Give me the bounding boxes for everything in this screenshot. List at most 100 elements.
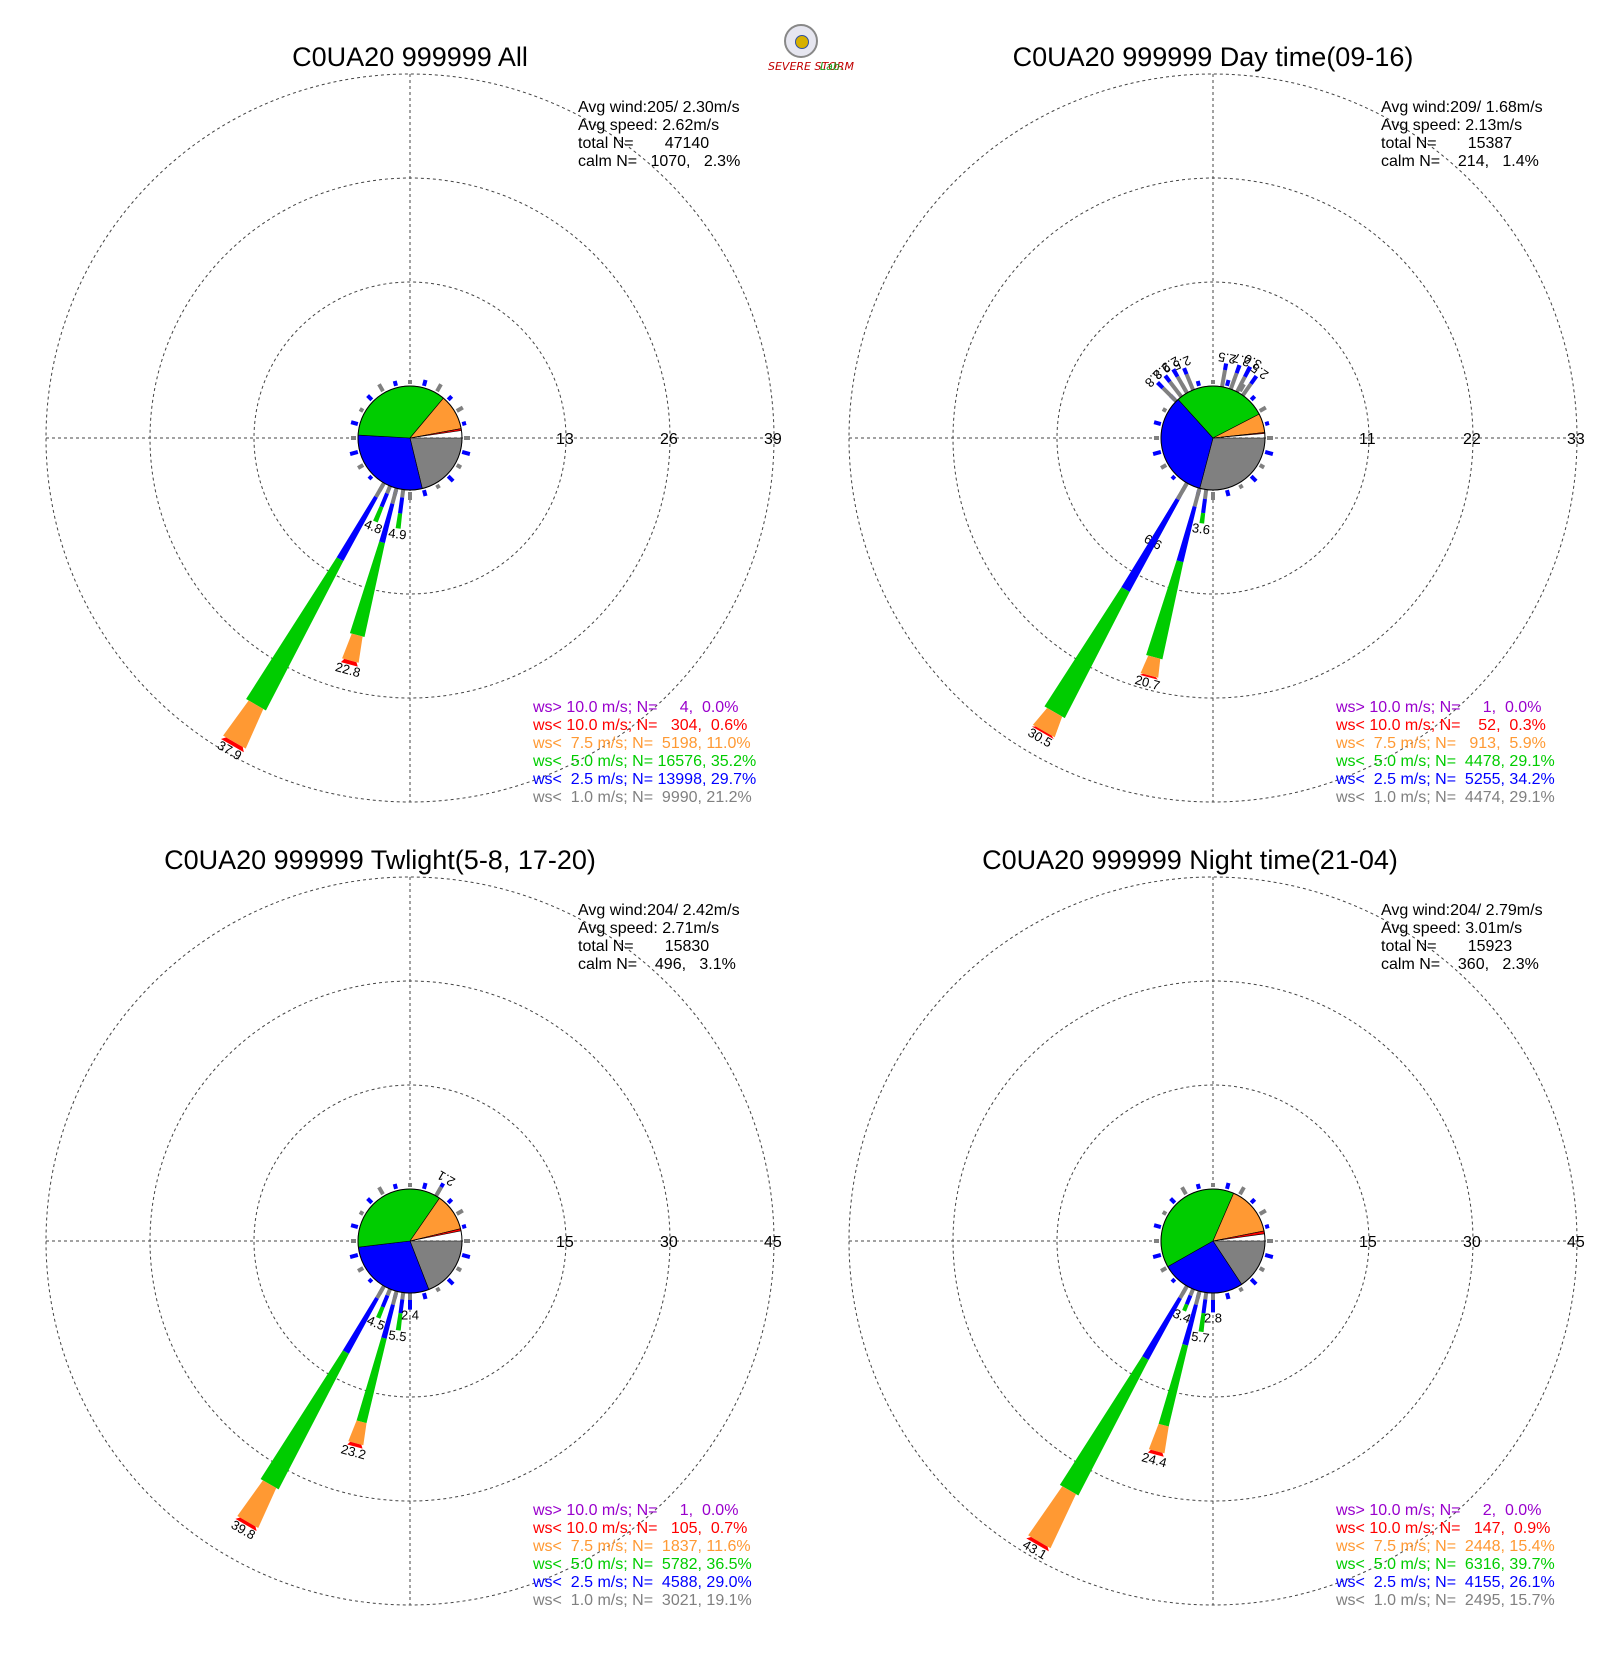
wind-bar-segment: [348, 1420, 367, 1446]
wind-bar-segment: [400, 489, 406, 498]
stats-line: calm N= 214, 1.4%: [1381, 153, 1539, 170]
wind-bar-segment: [1198, 1312, 1206, 1333]
pie-outline: [357, 1188, 463, 1294]
minor-direction-bar: [366, 1197, 374, 1205]
wind-bar-segment: [1211, 1299, 1215, 1313]
minor-direction-bar: [350, 420, 359, 426]
wind-bar-segment: [395, 1312, 403, 1331]
minor-direction-bar: [367, 1277, 374, 1284]
wind-rose-panel-2: 11 22 33 C0UA20 999999 Day time(09-16) Avg w…: [848, 42, 1585, 806]
bar-value-label: 23.2: [339, 1441, 367, 1462]
wind-bar-segment: [379, 503, 395, 544]
ring-label: 30: [1463, 1234, 1481, 1251]
minor-direction-bar: [422, 1182, 428, 1190]
wind-bar-segment: [375, 1285, 386, 1300]
minor-direction-bar: [1238, 1186, 1246, 1196]
logo-text-severe-storm: SEVERE STORM: [768, 60, 854, 73]
wind-bar-segment: [1211, 1293, 1215, 1300]
panel-title: C0UA20 999999 Night time(21-04): [982, 845, 1398, 875]
minor-direction-bar: [455, 463, 463, 470]
wind-bar-segment: [1158, 1344, 1189, 1427]
minor-direction-bar: [1160, 463, 1168, 470]
stats-line: calm N= 496, 3.1%: [578, 956, 736, 973]
legend-entry: ws< 5.0 m/s; N= 6316, 39.7%: [1335, 1556, 1555, 1573]
legend-entry: ws< 10.0 m/s; N= 304, 0.6%: [532, 717, 747, 734]
wind-bar-segment: [1171, 368, 1180, 378]
stats-line: total N= 15387: [1381, 135, 1512, 152]
wind-rose-panel-3: 15 30 45 C0UA20 999999 Twlight(5-8, 17-20) A…: [45, 845, 782, 1609]
minor-direction-bar: [422, 379, 428, 387]
legend-entry: ws< 10.0 m/s; N= 52, 0.3%: [1335, 717, 1546, 734]
bar-value-label: 3.4: [1171, 1306, 1193, 1327]
wind-bar-segment: [1142, 1297, 1182, 1360]
legend-entry: ws> 10.0 m/s; N= 1, 0.0%: [532, 1502, 738, 1519]
stats-line: calm N= 360, 2.3%: [1381, 956, 1539, 973]
stats-line: total N= 47140: [578, 135, 709, 152]
minor-direction-bar: [377, 1186, 385, 1196]
legend-entry: ws< 2.5 m/s; N= 5255, 34.2%: [1335, 771, 1555, 788]
minor-direction-bar: [1258, 1208, 1267, 1216]
stats-line: total N= 15830: [578, 938, 709, 955]
wind-bar-segment: [260, 1350, 349, 1490]
minor-direction-bar: [1249, 394, 1257, 402]
wind-bar-segment: [356, 1337, 387, 1424]
wind-bar-segment: [220, 737, 244, 753]
legend-entry: ws< 10.0 m/s; N= 105, 0.7%: [532, 1520, 747, 1537]
wind-bar-segment: [1168, 380, 1183, 398]
stats-line: Avg speed: 2.62m/s: [578, 117, 719, 134]
minor-direction-bar: [349, 450, 359, 456]
wind-bar-segment: [223, 700, 264, 749]
legend-entry: ws< 5.0 m/s; N= 5782, 36.5%: [532, 1556, 752, 1573]
pie-outline: [1160, 1188, 1266, 1294]
wind-bar-segment: [1203, 1292, 1209, 1300]
wind-bar-segment: [373, 505, 384, 523]
ring-label: 30: [660, 1234, 678, 1251]
minor-direction-bar: [1264, 421, 1270, 426]
minor-direction-bar: [1249, 1197, 1257, 1205]
wind-bar-segment: [1188, 1288, 1195, 1297]
minor-direction-bar: [461, 1253, 471, 1259]
minor-direction-bar: [435, 1286, 441, 1293]
bar-value-label: 20.7: [1133, 672, 1161, 693]
minor-direction-bar: [392, 380, 398, 387]
minor-direction-bar: [461, 450, 471, 456]
wind-bar-segment: [1243, 365, 1253, 378]
legend-entry: ws< 1.0 m/s; N= 4474, 29.1%: [1335, 789, 1555, 806]
wind-bar-segment: [1241, 382, 1253, 397]
wind-bar-segment: [1220, 369, 1227, 388]
logo-text-lab: Lab.: [820, 60, 844, 73]
wind-bar-segment: [1234, 364, 1242, 374]
minor-direction-bar: [1258, 1266, 1266, 1273]
wind-bar-segment: [1184, 1294, 1193, 1306]
ring-label: 45: [1567, 1234, 1585, 1251]
wind-bar-segment: [1155, 380, 1165, 390]
minor-direction-bar: [1180, 1186, 1188, 1196]
bar-value-label: 3.6: [1191, 520, 1211, 537]
ring-label: 11: [1359, 431, 1376, 448]
bar-value-label: 5.5: [388, 1327, 408, 1344]
wind-bar-segment: [1175, 482, 1189, 501]
minor-direction-bar: [357, 1266, 365, 1273]
minor-direction-bar: [1238, 383, 1246, 393]
wind-bar-segment: [237, 1480, 277, 1529]
wind-bar-segment: [235, 1517, 257, 1532]
bar-value-label: 4.8: [362, 516, 384, 537]
wind-bar-segment: [1202, 489, 1209, 500]
ring-label: 39: [764, 431, 782, 448]
legend-entry: ws< 1.0 m/s; N= 9990, 21.2%: [532, 789, 752, 806]
wind-bar-segment: [1147, 1449, 1164, 1457]
wind-bar-segment: [246, 557, 344, 711]
ring-label: 15: [1359, 1234, 1377, 1251]
stats-line: Avg wind:205/ 2.30m/s: [578, 99, 740, 116]
stats-line: Avg speed: 3.01m/s: [1381, 920, 1522, 937]
wind-bar-segment: [376, 1306, 385, 1319]
legend-entry: ws< 7.5 m/s; N= 1837, 11.6%: [532, 1538, 751, 1555]
ring-label: 22: [1463, 431, 1481, 448]
wind-bar-segment: [395, 513, 403, 529]
minor-direction-bar: [1153, 1223, 1162, 1229]
legend-entry: ws< 2.5 m/s; N= 4588, 29.0%: [532, 1574, 752, 1591]
legend-entry: ws< 5.0 m/s; N= 4478, 29.1%: [1335, 753, 1555, 770]
wind-bar-segment: [1201, 498, 1207, 514]
minor-direction-bar: [1258, 405, 1267, 413]
wind-bar-segment: [1249, 374, 1259, 385]
